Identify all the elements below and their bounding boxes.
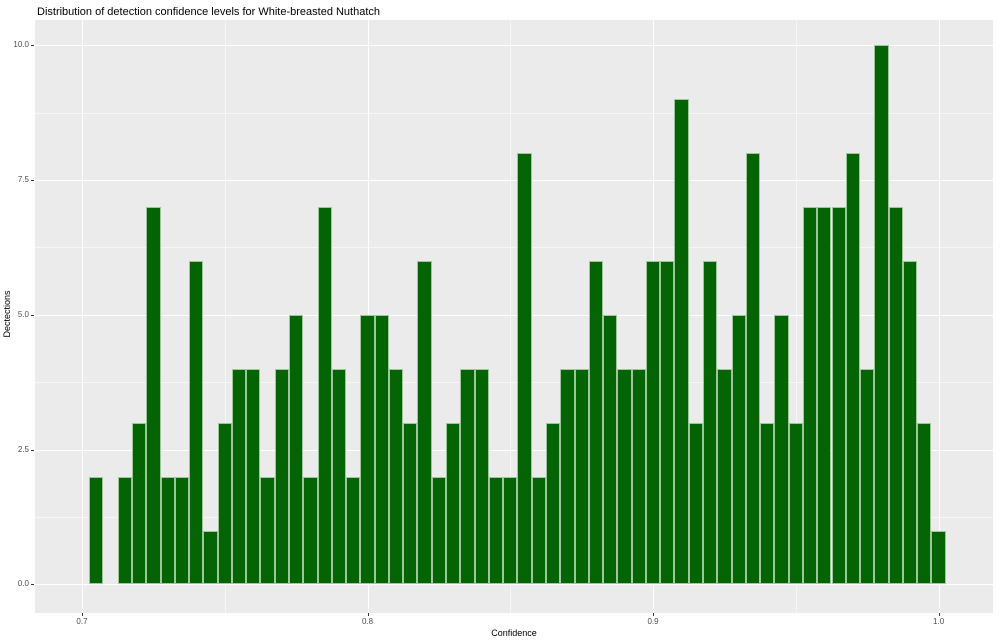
histogram-bar [888,207,903,585]
histogram-bar [488,476,504,585]
histogram-bar [688,422,703,585]
histogram-bar [474,368,489,585]
histogram-bar [574,368,589,585]
histogram-bar [403,422,418,585]
histogram-bar [917,422,932,585]
histogram-bar [817,207,832,585]
histogram-bar [874,45,889,585]
histogram-bar [802,207,818,585]
y-tick-mark [31,449,34,451]
histogram-bar [617,368,632,585]
y-tick-mark [31,314,34,316]
y-tick-label: 10.0 [13,40,29,50]
histogram-bar [231,368,247,585]
y-tick-mark [31,584,34,586]
histogram-bar [788,422,803,585]
x-tick-label: 0.8 [361,617,374,626]
histogram-bar [560,368,575,585]
x-tick-mark [938,613,940,616]
histogram-bar [417,260,432,585]
histogram-bar [203,530,218,585]
y-major-gridline [35,449,993,451]
histogram-bar [860,368,875,585]
histogram-bar [274,368,289,585]
histogram-bar [703,260,718,585]
histogram-bar [645,260,661,585]
histogram-bar [931,530,946,585]
histogram-bar [160,476,175,585]
histogram-bar [603,314,618,585]
histogram-bar [517,153,532,585]
plot-panel [35,20,993,613]
histogram-bar [388,368,404,585]
plot-title: Distribution of detection confidence lev… [37,6,381,18]
histogram-bar [331,368,347,585]
y-major-gridline [35,180,993,182]
histogram-bar [317,207,332,585]
histogram-bar [902,260,918,585]
x-minor-gridline [510,20,512,613]
histogram-bar [531,476,546,585]
histogram-bar [246,368,261,585]
y-major-gridline [35,45,993,47]
histogram-bar [189,260,204,585]
histogram-bar [831,207,846,585]
histogram-bar [503,476,518,585]
histogram-bar [731,314,746,585]
histogram-bar [760,422,775,585]
histogram-bar [717,368,732,585]
x-major-gridline [938,20,940,613]
histogram-bar [346,476,361,585]
histogram-bar [174,476,190,585]
histogram-bar [431,476,447,585]
histogram-bar [631,368,646,585]
y-tick-label: 5.0 [17,309,29,319]
x-tick-mark [81,613,83,616]
histogram-bar [131,422,147,585]
histogram-bar [774,314,789,585]
y-tick-mark [31,180,34,182]
x-tick-label: 0.7 [76,617,88,626]
x-tick-mark [653,613,655,616]
histogram-bar [303,476,318,585]
y-tick-label: 7.5 [17,175,29,185]
histogram-bar [374,314,389,585]
histogram-bar [745,153,761,585]
y-tick-label: 2.5 [17,444,29,454]
x-tick-mark [367,613,369,616]
x-minor-gridline [224,20,226,613]
histogram-bar [660,260,675,585]
x-tick-label: 0.9 [647,617,659,626]
y-major-gridline [35,314,993,316]
histogram-bar [845,153,861,585]
histogram-bar [217,422,232,585]
histogram-bar [117,476,132,585]
y-axis-title: Dectections [2,290,12,338]
y-tick-mark [31,45,34,47]
histogram-bar [260,476,275,585]
y-minor-gridline [35,382,993,384]
histogram-bar [588,260,604,585]
x-major-gridline [81,20,83,613]
histogram-bar [360,314,375,585]
y-minor-gridline [35,112,993,114]
y-tick-label: 0.0 [17,579,29,589]
histogram-bar [146,207,161,585]
histogram-bar [460,368,475,585]
y-minor-gridline [35,247,993,249]
histogram-bar [289,314,304,585]
x-minor-gridline [795,20,797,613]
histogram-bar [545,422,561,585]
y-major-gridline [35,584,993,586]
x-axis-title: Confidence [491,628,537,638]
histogram-bar [674,99,689,585]
x-tick-label: 1.0 [933,617,945,626]
histogram-bar [89,476,104,585]
histogram-bar [446,422,461,585]
